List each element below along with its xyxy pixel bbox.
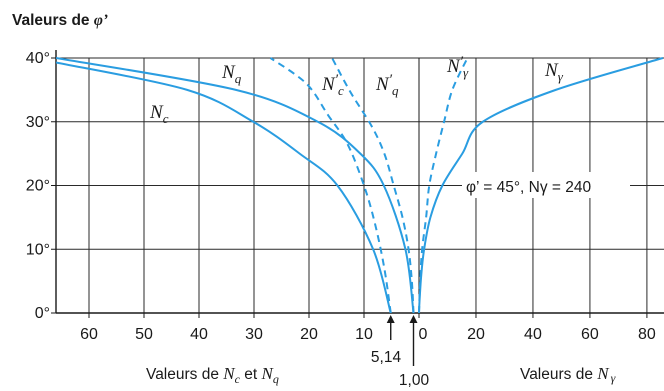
x-tick-label-left: 60	[80, 326, 98, 343]
curve-label-nq-prime: N′q	[375, 72, 399, 98]
curve-nc-prime	[269, 57, 392, 313]
y-axis-title: Valeurs de φ’	[12, 12, 108, 29]
curve-label-nq: Nq	[221, 62, 242, 86]
curve-nq	[56, 57, 415, 313]
arrow-head	[386, 315, 395, 323]
x-axis-title-left: Valeurs de Nc et Nq	[146, 364, 279, 386]
x-tick-label-left: 30	[245, 326, 263, 343]
arrow-label: 5,14	[371, 349, 402, 366]
y-tick-label: 0°	[35, 305, 50, 322]
curve-label-nc-prime: N′c	[321, 72, 344, 98]
curves	[56, 57, 664, 313]
x-tick-label-left: 0	[419, 326, 428, 343]
x-tick-label-right: 60	[581, 326, 599, 343]
curve-labels: Nc Nq N′c N′q N′γ Nγ	[149, 54, 564, 126]
y-tick-label: 20°	[26, 178, 50, 195]
curve-label-ngamma: Nγ	[544, 60, 564, 84]
arrow-markers: 5,14 1,00	[371, 315, 430, 389]
curve-ngamma	[418, 57, 664, 313]
x-tick-label-left: 50	[135, 326, 153, 343]
x-tick-label-right: 20	[467, 326, 485, 343]
x-tick-label-right: 80	[638, 326, 656, 343]
x-tick-label-left: 40	[190, 326, 208, 343]
tick-labels: 0° 10° 20° 30° 40° 60 50 40 30 20 10 0 20 40 60 80	[26, 50, 656, 343]
arrow-head	[409, 315, 418, 323]
y-tick-label: 40°	[26, 50, 50, 67]
curve-label-nc: Nc	[149, 102, 169, 126]
x-tick-label-right: 40	[524, 326, 542, 343]
curve-nc	[56, 61, 392, 313]
arrow-label: 1,00	[399, 372, 430, 389]
x-tick-label-left: 20	[300, 326, 318, 343]
axes	[51, 50, 664, 318]
y-tick-label: 10°	[26, 241, 50, 258]
curve-nq-prime	[331, 57, 415, 313]
curve-label-ngamma-prime: N′γ	[446, 54, 469, 80]
annotation-label: φ’ = 45°, Nγ = 240	[466, 179, 591, 196]
y-tick-label: 30°	[26, 114, 50, 131]
annotation-background	[462, 172, 630, 198]
x-tick-label-left: 10	[355, 326, 373, 343]
